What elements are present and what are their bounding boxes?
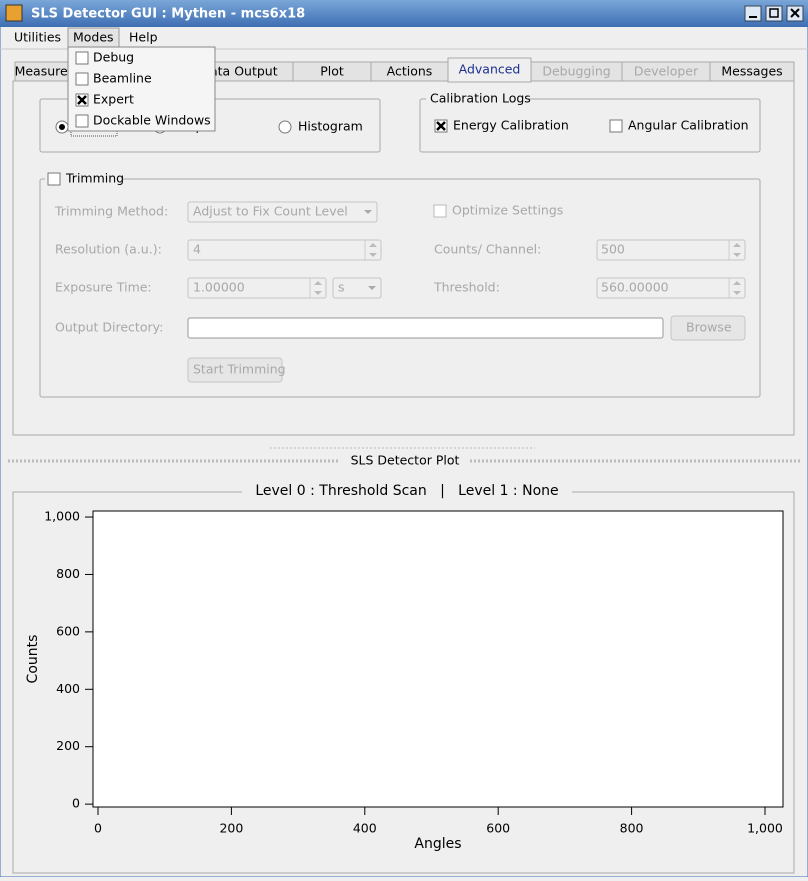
group-title-bg <box>242 483 572 499</box>
calibration-group <box>419 98 761 153</box>
tab-label: Debugging <box>542 64 610 79</box>
tab-label: Developer <box>634 64 699 79</box>
field-value: s <box>338 280 345 295</box>
x-tick-label: 200 <box>219 821 243 836</box>
checkbox-label: Energy Calibration <box>453 118 569 133</box>
field-value: 560.00000 <box>601 280 669 295</box>
spinbox[interactable] <box>187 239 382 261</box>
button-label: Start Trimming <box>193 362 286 377</box>
menu-check-mark <box>77 95 87 105</box>
group-title-bg <box>426 92 528 106</box>
checkbox[interactable] <box>47 172 61 186</box>
window-title: SLS Detector GUI : Mythen - mcs6x18 <box>31 7 305 22</box>
popup-menu <box>67 46 216 132</box>
menu-check[interactable] <box>75 51 89 65</box>
combo[interactable] <box>187 201 378 223</box>
checkbox-label: Trimming <box>65 171 124 186</box>
field-label: Exposure Time: <box>55 280 152 295</box>
checkbox[interactable] <box>433 204 447 218</box>
app-icon <box>5 4 23 22</box>
spinbox[interactable] <box>596 277 746 299</box>
y-tick-label: 800 <box>56 566 80 581</box>
tab-label: Messages <box>721 64 782 79</box>
menu-check[interactable] <box>75 114 89 128</box>
trimming-group <box>39 178 761 398</box>
title-bar <box>0 0 808 27</box>
y-tick-label: 400 <box>56 681 80 696</box>
tab-label: Data Output <box>200 64 277 79</box>
checkbox-mark <box>436 121 446 131</box>
plot-group-title: Level 0 : Threshold Scan | Level 1 : Non… <box>255 483 558 499</box>
dock-title: SLS Detector Plot <box>351 453 460 468</box>
spinbox[interactable] <box>596 239 746 261</box>
tab-label: Actions <box>387 64 433 79</box>
menu-item: Help <box>129 30 158 45</box>
menu-option: Debug <box>93 50 134 65</box>
start-button[interactable] <box>187 357 283 383</box>
tab-label: Plot <box>320 64 344 79</box>
window-buttons[interactable] <box>744 5 804 22</box>
x-tick-label: 600 <box>486 821 510 836</box>
radio-label: Histogram <box>298 119 363 134</box>
spinbox-arrows <box>733 243 741 257</box>
y-tick-label: 600 <box>56 623 80 638</box>
combo-arrow <box>364 210 372 214</box>
field-label: Resolution (a.u.): <box>55 242 162 257</box>
spinbox-arrows <box>314 281 322 295</box>
menu-option: Beamline <box>93 71 152 86</box>
menu-item: Utilities <box>14 30 61 45</box>
field-value: 1.00000 <box>193 280 245 295</box>
y-tick-label: 0 <box>72 796 80 811</box>
tab[interactable] <box>709 61 795 82</box>
x-tick-label: 0 <box>94 821 102 836</box>
button-label: Browse <box>686 320 732 335</box>
radio-dot <box>59 124 65 130</box>
menu-item: Modes <box>73 30 114 45</box>
group-title-bg <box>45 172 123 186</box>
plot-area <box>92 510 784 808</box>
spinbox-arrows <box>733 281 741 295</box>
combo-arrow <box>368 286 376 290</box>
x-axis-label: Angles <box>414 836 461 852</box>
combo[interactable] <box>332 277 382 299</box>
y-tick-label: 200 <box>56 738 80 753</box>
checkbox-label: Optimize Settings <box>452 203 563 218</box>
radio[interactable] <box>278 120 292 134</box>
field-label: Output Directory: <box>55 320 163 335</box>
field-value: Adjust to Fix Count Level <box>193 204 348 219</box>
checkbox-label: Angular Calibration <box>628 118 749 133</box>
text-input[interactable] <box>187 317 664 339</box>
checkbox[interactable] <box>609 119 623 133</box>
spinbox[interactable] <box>187 277 327 299</box>
tab-label: Advanced <box>459 62 521 77</box>
x-tick-label: 800 <box>620 821 644 836</box>
browse-button[interactable] <box>670 315 746 341</box>
field-value: 500 <box>601 242 625 257</box>
field-label: Counts/ Channel: <box>434 242 541 257</box>
menu-option: Dockable Windows <box>93 113 211 128</box>
field-label: Threshold: <box>433 280 500 295</box>
group-title: Calibration Logs <box>430 91 531 106</box>
field-label: Trimming Method: <box>54 204 168 219</box>
tab[interactable] <box>447 57 532 83</box>
x-tick-label: 1,000 <box>747 821 783 836</box>
x-tick-label: 400 <box>353 821 377 836</box>
y-tick-label: 1,000 <box>44 509 80 524</box>
splitter[interactable] <box>8 447 800 463</box>
menu-check[interactable] <box>75 72 89 86</box>
menu-option: Expert <box>93 92 134 107</box>
field-value: 4 <box>193 242 201 257</box>
y-axis-label: Counts <box>25 635 41 684</box>
spinbox-arrows <box>369 243 377 257</box>
